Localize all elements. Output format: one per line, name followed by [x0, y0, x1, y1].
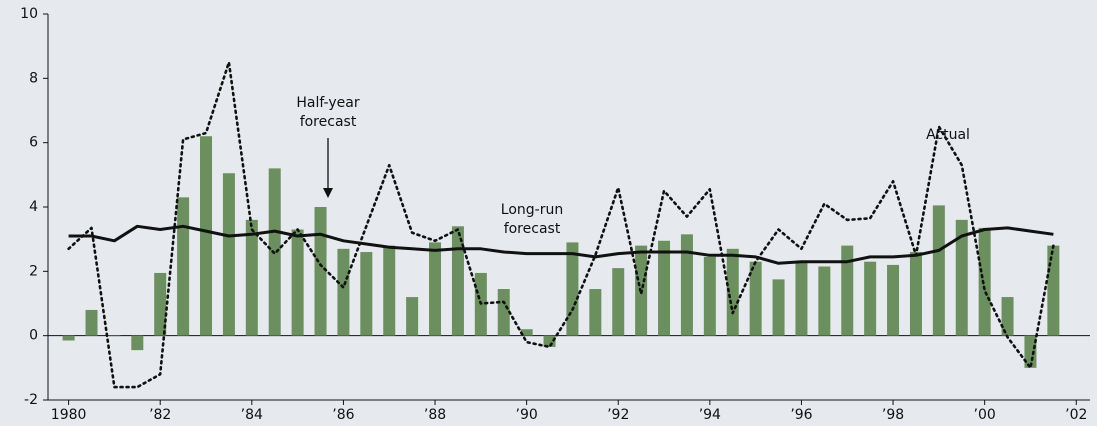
bar [795, 261, 808, 336]
bar [222, 173, 235, 336]
annotation: forecast [300, 114, 357, 130]
line-solid [68, 224, 1054, 265]
y-tick-label: 10 [20, 6, 38, 22]
bar [955, 219, 968, 336]
annotation: forecast [504, 221, 561, 237]
bar [978, 227, 991, 336]
bar [383, 245, 396, 336]
x-tick-label: ’90 [516, 407, 538, 423]
bar [589, 289, 602, 336]
bar [1001, 297, 1014, 336]
bar [337, 248, 350, 336]
y-tick-label: 4 [29, 199, 38, 215]
y-tick-label: 2 [29, 263, 38, 279]
bar [314, 207, 327, 336]
x-tick-label: ’94 [699, 407, 721, 423]
bar [864, 261, 877, 336]
y-tick-label: 6 [29, 135, 38, 151]
bar [703, 256, 716, 336]
x-tick-label: ’82 [149, 407, 171, 423]
x-tick-label: ’86 [332, 407, 354, 423]
x-tick-label: ’92 [607, 407, 629, 423]
bar [429, 242, 442, 336]
bar [726, 248, 739, 336]
bar [131, 335, 144, 351]
bar [566, 242, 579, 336]
x-tick-label: 1980 [51, 407, 87, 423]
bar [497, 289, 510, 336]
bar [177, 197, 190, 336]
y-tick-label: 0 [29, 328, 38, 344]
y-tick-label: -2 [24, 392, 38, 408]
x-tick-label: ’00 [974, 407, 996, 423]
bar [154, 272, 167, 336]
bar [612, 268, 625, 336]
bar [291, 229, 304, 336]
bar [543, 335, 556, 347]
x-tick-label: ’96 [790, 407, 812, 423]
bar [406, 297, 419, 336]
bar [658, 240, 671, 336]
bar [1024, 335, 1037, 368]
x-tick-label: ’88 [424, 407, 446, 423]
y-tick-label: 8 [29, 70, 38, 86]
bar [360, 252, 373, 336]
bar [108, 335, 121, 337]
bar [1047, 245, 1060, 336]
bar [200, 136, 213, 336]
annotation: Long-run [501, 202, 563, 218]
bar [520, 329, 533, 336]
annotation: Actual [926, 127, 970, 143]
bar [772, 279, 785, 336]
bar [62, 335, 75, 341]
bar [909, 252, 922, 336]
bar [680, 234, 693, 336]
bar [451, 226, 464, 336]
annotation: Half-year [296, 95, 359, 111]
bar [932, 205, 945, 336]
bar [887, 264, 900, 336]
bar [85, 309, 98, 336]
bar [749, 261, 762, 336]
x-tick-label: ’02 [1065, 407, 1087, 423]
bar [245, 219, 258, 336]
line-dotted [67, 61, 1055, 389]
x-tick-label: ’98 [882, 407, 904, 423]
x-tick-label: ’84 [241, 407, 263, 423]
bar [818, 266, 831, 336]
arrow-head [323, 188, 333, 198]
bar [841, 245, 854, 336]
